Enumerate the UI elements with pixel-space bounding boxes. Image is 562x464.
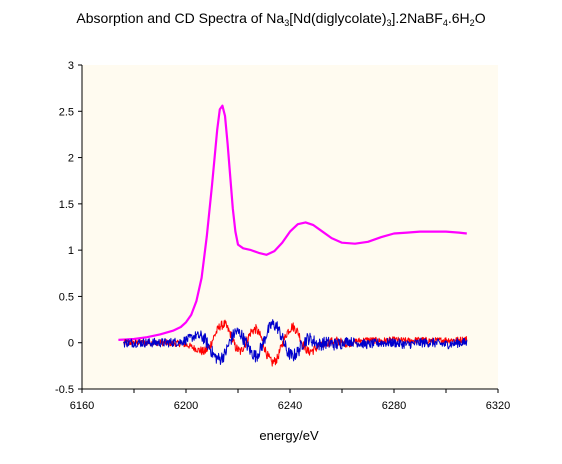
series-layer	[118, 104, 468, 367]
series-line-2	[123, 319, 468, 365]
chart-title: Absorption and CD Spectra of Na3[Nd(digl…	[0, 10, 562, 28]
x-tick-label: 6320	[486, 400, 510, 412]
y-tick-label: 2.5	[59, 106, 74, 118]
y-tick-label: 3	[68, 60, 74, 72]
chart-title-text: ].2NaBF	[391, 10, 443, 26]
chart-title-text: .6H	[447, 10, 470, 26]
chart-title-text: [Nd(diglycolate)	[289, 10, 387, 26]
x-tick-label: 6160	[70, 400, 94, 412]
y-tick-label: 0.5	[59, 291, 74, 303]
y-tick-label: 2	[68, 153, 74, 165]
plot-area	[82, 65, 498, 389]
series-line-0	[118, 104, 467, 341]
y-tick-label: 1.5	[59, 199, 74, 211]
axes-layer: -0.5 0 0.5 1 1.5 2 2.5 3 6160 6200 6240 6280 6320	[55, 60, 510, 412]
x-axis-label: energy/eV	[259, 428, 319, 443]
x-tick-label: 6200	[174, 400, 198, 412]
chart-title-subscript: 3	[284, 18, 290, 28]
y-tick-label: -0.5	[55, 384, 74, 396]
y-tick-label: 1	[68, 245, 74, 257]
x-tick-label: 6240	[278, 400, 302, 412]
chart-title-text: O	[474, 10, 486, 26]
y-tick-label: 0	[68, 338, 74, 350]
x-tick-label: 6280	[382, 400, 406, 412]
chart-title-text: Absorption and CD Spectra of Na	[76, 10, 285, 26]
chart-title-subscript: 2	[469, 18, 475, 28]
chart-title-subscript: 4	[442, 18, 448, 28]
chart-title-subscript: 3	[386, 18, 392, 28]
